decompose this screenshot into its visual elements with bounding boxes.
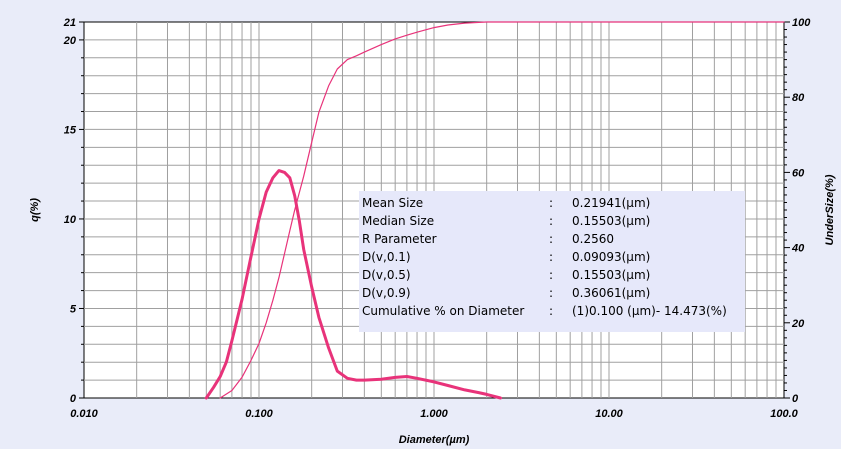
stat-label: Median Size xyxy=(362,214,435,228)
stat-separator: : xyxy=(549,286,554,300)
stat-label: R Parameter xyxy=(362,232,437,246)
frequency-curve xyxy=(204,169,502,400)
y-right-tick-label: 60 xyxy=(792,167,805,179)
stat-separator: : xyxy=(549,196,554,210)
statistics-panel: Mean Size : 0.21941(µm) Median Size : 0.… xyxy=(359,191,745,332)
x-tick-label: 10.00 xyxy=(595,408,623,420)
stat-value: 0.09093(µm) xyxy=(572,250,651,264)
y-right-tick-label: 40 xyxy=(791,243,805,255)
cumulative-undersize-curve xyxy=(219,21,785,399)
stat-separator: : xyxy=(549,268,554,282)
y-left-tick-label: 10 xyxy=(64,214,77,226)
y-left-tick-label: 5 xyxy=(70,303,77,315)
x-tick-label: 100.0 xyxy=(770,408,798,420)
stat-label: D(v,0.9) xyxy=(362,286,411,300)
y-left-axis-title: q(%) xyxy=(29,198,41,222)
stat-separator: : xyxy=(549,214,554,228)
y-right-tick-label: 80 xyxy=(792,92,805,104)
x-tick-label: 1.000 xyxy=(420,408,448,420)
x-tick-label: 0.100 xyxy=(245,408,273,420)
y-right-tick-label: 20 xyxy=(791,318,805,330)
y-left-tick-label: 0 xyxy=(70,393,77,405)
stat-separator: : xyxy=(549,250,554,264)
y-right-tick-label: 0 xyxy=(792,393,799,405)
stat-value: (1)0.100 (µm)- 14.473(%) xyxy=(572,304,727,318)
stat-label: D(v,0.1) xyxy=(362,250,411,264)
y-left-tick-label: 20 xyxy=(63,35,77,47)
stat-separator: : xyxy=(549,304,554,318)
stat-separator: : xyxy=(549,232,554,246)
stat-value: 0.2560 xyxy=(572,232,614,246)
y-left-tick-label: 15 xyxy=(64,124,77,136)
stat-value: 0.21941(µm) xyxy=(572,196,651,210)
stat-label: D(v,0.5) xyxy=(362,268,411,282)
axis-labels: 0.010 0.100 1.000 10.00 100.0 0 5 10 15 20 21 0 20 40… xyxy=(63,17,811,420)
axis-ticks xyxy=(79,21,790,399)
y-right-tick-label: 100 xyxy=(792,17,811,29)
y-right-axis-title: UnderSize(%) xyxy=(824,174,836,245)
x-tick-label: 0.010 xyxy=(70,408,98,420)
stat-value: 0.15503(µm) xyxy=(572,268,651,282)
stat-label: Mean Size xyxy=(362,196,424,210)
stat-value: 0.36061(µm) xyxy=(572,286,651,300)
y-left-tick-label: 21 xyxy=(63,17,76,29)
x-axis-title: Diameter(µm) xyxy=(399,434,470,446)
stat-label: Cumulative % on Diameter xyxy=(362,304,525,318)
data-curves xyxy=(204,21,785,400)
stat-value: 0.15503(µm) xyxy=(572,214,651,228)
